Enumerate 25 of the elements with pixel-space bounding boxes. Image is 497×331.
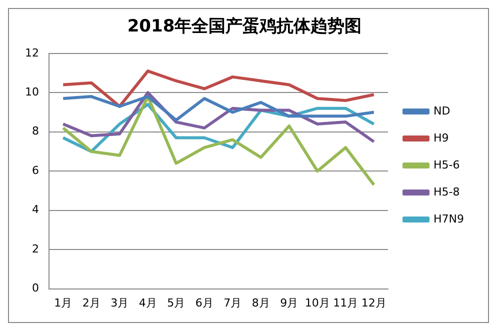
x-tick-label: 9月 <box>280 296 298 310</box>
y-tick-label: 8 <box>32 124 39 138</box>
x-tick-label: 5月 <box>167 296 186 310</box>
x-tick-label: 6月 <box>195 296 214 310</box>
chart-title: 2018年全国产蛋鸡抗体趋势图 <box>127 16 362 37</box>
y-tick-label: 6 <box>32 164 39 177</box>
x-tick-label: 7月 <box>224 296 242 310</box>
x-tick-label: 3月 <box>110 296 129 310</box>
legend-label: H5-8 <box>434 185 460 198</box>
legend-label: ND <box>434 104 450 118</box>
y-tick-label: 10 <box>24 85 39 98</box>
legend-label: H9 <box>434 131 449 144</box>
y-tick-label: 2 <box>32 242 39 256</box>
x-tick-label: 11月 <box>333 296 358 310</box>
x-tick-label: 2月 <box>82 296 100 310</box>
y-tick-label: 12 <box>24 46 39 60</box>
x-tick-label: 8月 <box>252 296 270 310</box>
x-tick-label: 10月 <box>304 296 330 310</box>
x-tick-label: 1月 <box>54 296 72 310</box>
legend-label: H5-6 <box>434 158 460 172</box>
legend-label: H7N9 <box>434 212 464 226</box>
x-tick-label: 4月 <box>138 296 157 310</box>
x-tick-label: 12月 <box>361 296 386 310</box>
y-tick-label: 0 <box>32 282 39 295</box>
y-tick-label: 4 <box>32 203 39 216</box>
